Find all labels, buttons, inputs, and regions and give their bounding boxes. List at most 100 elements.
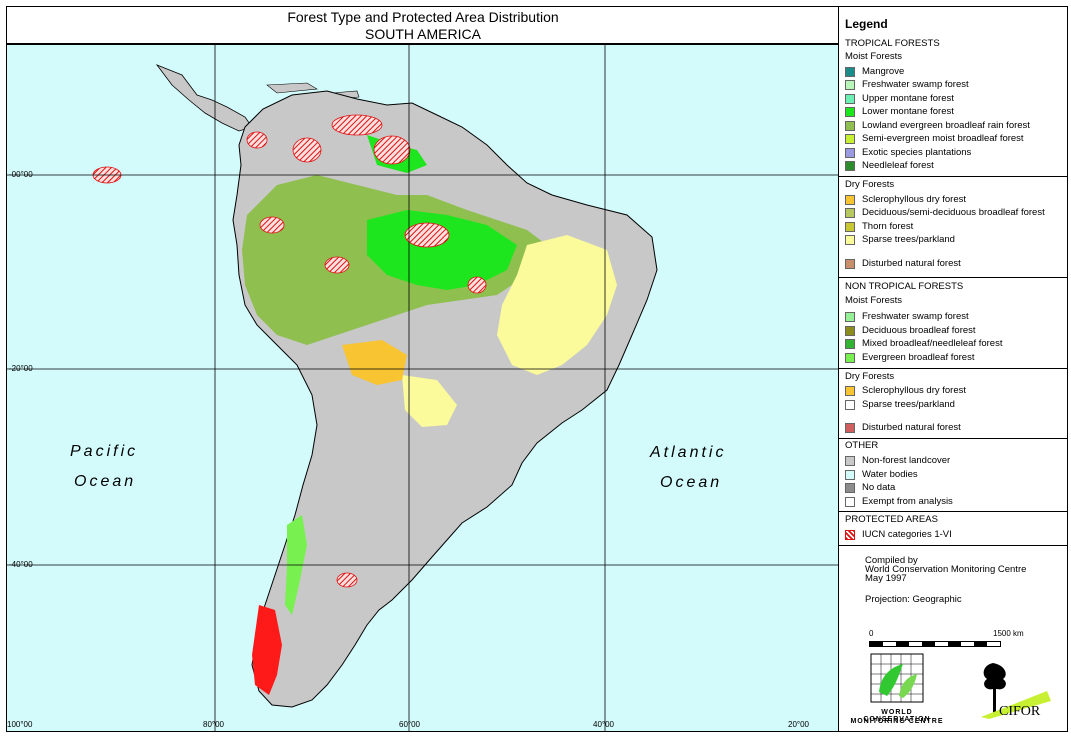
legend-item-nt-freshwater: Freshwater swamp forest xyxy=(845,311,969,322)
lon-label-100: 100°00 xyxy=(7,720,33,729)
legend-item-exempt: Exempt from analysis xyxy=(845,496,953,507)
legend-label: Water bodies xyxy=(862,469,918,480)
map-subtitle: SOUTH AMERICA xyxy=(365,26,481,42)
legend-item-nt-disturbed: Disturbed natural forest xyxy=(845,422,961,433)
legend-item-semi-evergreen: Semi-evergreen moist broadleaf forest xyxy=(845,133,1024,144)
legend-item-disturbed-tropical: Disturbed natural forest xyxy=(845,258,961,269)
atlantic-label-line2: Ocean xyxy=(660,474,723,491)
legend-label: Sclerophyllous dry forest xyxy=(862,194,967,205)
swatch xyxy=(845,385,855,396)
lon-label-20: 20°00 xyxy=(788,720,809,729)
swatch xyxy=(845,311,855,322)
swatch xyxy=(845,258,855,269)
legend-label: Needleleaf forest xyxy=(862,160,934,171)
legend-label: Lower montane forest xyxy=(862,106,954,117)
map-title-box: Forest Type and Protected Area Distribut… xyxy=(6,6,840,44)
swatch xyxy=(845,399,855,410)
legend-item-lowland-rainforest: Lowland evergreen broadleaf rain forest xyxy=(845,120,1030,131)
legend-label: Thorn forest xyxy=(862,221,914,232)
swatch xyxy=(845,325,855,336)
swatch xyxy=(845,455,855,466)
map-frame[interactable]: -00°00 -20°00 -40°00 100°00 80°00 60°00 … xyxy=(6,44,840,732)
legend-item-non-forest: Non-forest landcover xyxy=(845,455,950,466)
swatch xyxy=(845,194,855,205)
graticule xyxy=(7,45,839,731)
map-canvas[interactable] xyxy=(7,45,839,731)
pacific-label-line2: Ocean xyxy=(74,473,137,490)
swatch xyxy=(845,338,855,349)
legend-item-lower-montane: Lower montane forest xyxy=(845,106,954,117)
legend-label: Sparse trees/parkland xyxy=(862,399,955,410)
legend-non-tropical-heading: NON TROPICAL FORESTS xyxy=(845,281,964,292)
lat-label-40: -40°00 xyxy=(9,560,33,569)
legend-label: Deciduous/semi-deciduous broadleaf fores… xyxy=(862,207,1045,218)
wcmc-caption-2: MONITORING CENTRE xyxy=(850,718,944,725)
swatch xyxy=(845,79,855,90)
legend-label: Exotic species plantations xyxy=(862,147,972,158)
legend-item-nt-mixed: Mixed broadleaf/needleleaf forest xyxy=(845,338,1002,349)
legend-item-needleleaf: Needleleaf forest xyxy=(845,160,934,171)
swatch xyxy=(845,422,855,433)
legend-label: Lowland evergreen broadleaf rain forest xyxy=(862,120,1030,131)
lat-label-20: -20°00 xyxy=(9,364,33,373)
legend-divider xyxy=(839,277,1067,278)
swatch xyxy=(845,93,855,104)
legend-divider xyxy=(839,368,1067,369)
cifor-wordmark: CIFOR xyxy=(999,704,1041,719)
protected-areas xyxy=(92,114,487,588)
legend-label: Sparse trees/parkland xyxy=(862,234,955,245)
swatch xyxy=(845,160,855,171)
legend-divider xyxy=(839,176,1067,177)
scale-start: 0 xyxy=(869,629,874,638)
legend-label: No data xyxy=(862,482,896,493)
legend-item-deciduous: Deciduous/semi-deciduous broadleaf fores… xyxy=(845,207,1045,218)
compiled-org: World Conservation Monitoring Centre xyxy=(865,564,1027,575)
legend-item-no-data: No data xyxy=(845,482,895,493)
legend-tropical-heading: TROPICAL FORESTS xyxy=(845,38,940,49)
patagonia-protected xyxy=(252,605,282,695)
legend-label: Freshwater swamp forest xyxy=(862,79,969,90)
sclerophyllous-chaco xyxy=(342,340,407,385)
swatch xyxy=(845,221,855,232)
legend-divider xyxy=(839,545,1067,546)
pacific-label-line1: Pacific xyxy=(70,443,139,460)
legend-panel: Legend TROPICAL FORESTS Moist Forests Ma… xyxy=(838,6,1068,732)
sparse-trees-chaco xyxy=(402,375,457,427)
swatch xyxy=(845,469,855,480)
wcmc-caption-1: WORLD CONSERVATION xyxy=(863,709,931,723)
swatch xyxy=(845,147,855,158)
central-america xyxy=(155,64,253,132)
swatch xyxy=(845,207,855,218)
swatch xyxy=(845,352,855,363)
legend-label: Deciduous broadleaf forest xyxy=(862,325,976,336)
scale-bar-graphic xyxy=(869,641,1001,647)
compiled-by: Compiled by xyxy=(865,555,918,566)
swatch xyxy=(845,133,855,144)
legend-title: Legend xyxy=(845,17,888,31)
lon-label-80: 80°00 xyxy=(203,720,224,729)
compiled-date: May 1997 xyxy=(865,573,907,584)
legend-label: Freshwater swamp forest xyxy=(862,311,969,322)
legend-tropical-dry-heading: Dry Forests xyxy=(845,179,895,190)
legend-label: Disturbed natural forest xyxy=(862,422,961,433)
legend-item-nt-evergreen: Evergreen broadleaf forest xyxy=(845,352,974,363)
legend-label: Sclerophyllous dry forest xyxy=(862,385,967,396)
legend-divider xyxy=(839,438,1067,439)
lower-montane-forest xyxy=(367,210,517,290)
legend-item-nt-deciduous: Deciduous broadleaf forest xyxy=(845,325,976,336)
legend-item-sparse: Sparse trees/parkland xyxy=(845,234,955,245)
legend-other-heading: OTHER xyxy=(845,440,879,451)
lat-label-0: -00°00 xyxy=(9,170,33,179)
map-title: Forest Type and Protected Area Distribut… xyxy=(287,9,559,25)
legend-label: Non-forest landcover xyxy=(862,455,951,466)
legend-label: Evergreen broadleaf forest xyxy=(862,352,975,363)
legend-item-exotic-plantations: Exotic species plantations xyxy=(845,147,971,158)
swatch xyxy=(845,106,855,117)
legend-item-mangrove: Mangrove xyxy=(845,66,904,77)
legend-nt-moist-heading: Moist Forests xyxy=(845,295,903,306)
projection: Projection: Geographic xyxy=(865,594,962,605)
swatch xyxy=(845,66,855,77)
lon-label-40: 40°00 xyxy=(593,720,614,729)
hatch-swatch xyxy=(845,529,855,540)
legend-label: IUCN categories 1-VI xyxy=(862,529,952,540)
